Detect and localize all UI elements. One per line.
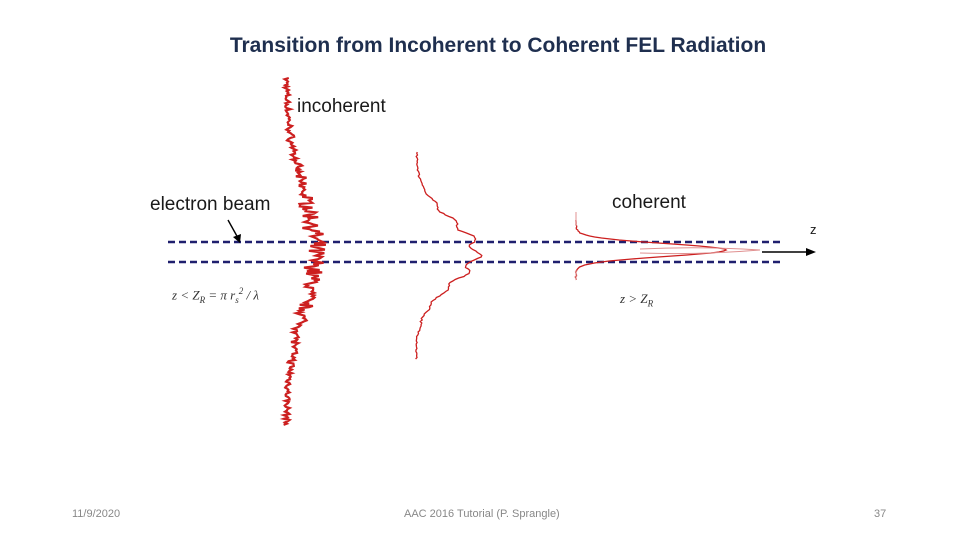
electron-beam-pointer [227, 219, 239, 239]
incoherent-radiation-profile [279, 76, 328, 426]
equation-coherent-regime: z > ZR [620, 291, 654, 309]
slide-title: Transition from Incoherent to Coherent F… [229, 34, 767, 57]
coherent-radiation-tail [575, 212, 761, 280]
transition-radiation-profile [415, 151, 483, 360]
electron-beam-label: electron beam [150, 194, 271, 215]
footer-date: 11/9/2020 [72, 508, 121, 520]
incoherent-label: incoherent [297, 96, 386, 117]
z-axis-label: z [810, 222, 817, 237]
z-axis-arrowhead [806, 248, 816, 256]
footer-credit: AAC 2016 Tutorial (P. Sprangle) [404, 508, 560, 520]
coherent-label: coherent [612, 192, 686, 213]
equation-incoherent-regime: z < ZR = π rs2 / λ [172, 286, 259, 305]
footer-page-number: 37 [874, 508, 887, 520]
electron-beam-pointer-head [233, 234, 241, 243]
coherent-radiation-profile [574, 219, 728, 281]
